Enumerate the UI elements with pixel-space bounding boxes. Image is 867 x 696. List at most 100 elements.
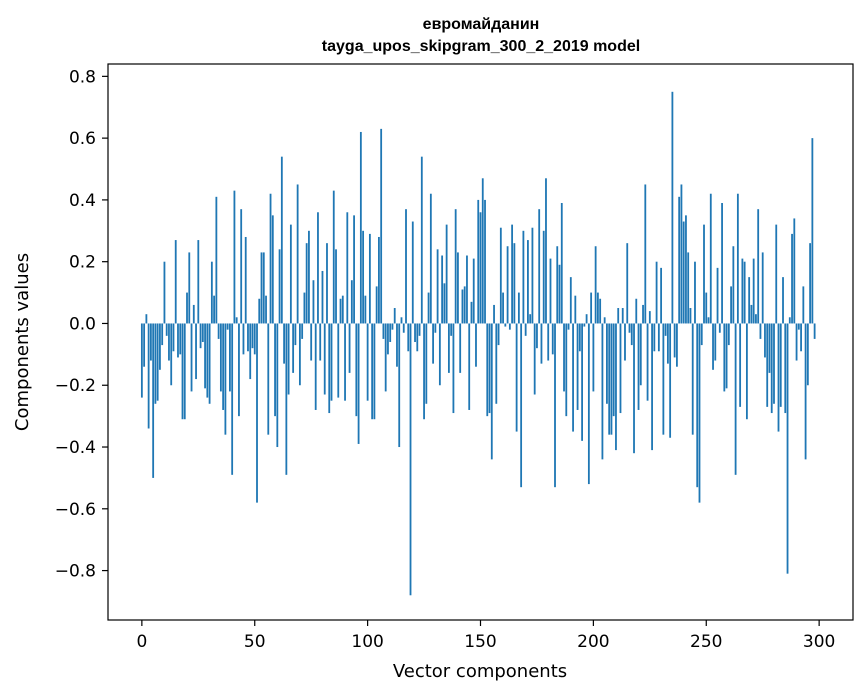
bar (813, 323, 816, 339)
bar (669, 323, 672, 438)
bar (454, 209, 457, 324)
bar (475, 323, 477, 367)
bar (630, 323, 633, 346)
bar (244, 236, 247, 324)
bar (373, 323, 376, 420)
bar (303, 292, 306, 324)
bar (233, 190, 236, 324)
bar (235, 317, 238, 324)
bar (274, 323, 276, 417)
bar (190, 323, 193, 392)
bar (660, 267, 663, 324)
bar (793, 218, 796, 324)
bar (639, 323, 642, 386)
bar (466, 255, 468, 324)
bar (201, 323, 204, 342)
y-tick-label: −0.4 (55, 438, 96, 458)
bar (459, 323, 462, 373)
bar (350, 280, 353, 324)
bar (382, 323, 385, 339)
bar (540, 323, 543, 364)
bar (416, 323, 419, 352)
bar (353, 215, 355, 324)
bar (177, 323, 179, 358)
bar (714, 323, 717, 361)
bar (574, 295, 577, 324)
bar (646, 323, 649, 401)
bar (797, 323, 800, 330)
bar (457, 252, 459, 324)
bar (759, 323, 762, 339)
bar (784, 323, 787, 414)
bar (764, 323, 766, 358)
chart-subtitle: tayga_upos_skipgram_300_2_2019 model (322, 38, 640, 55)
bar (809, 243, 812, 324)
bar (682, 221, 685, 324)
bar (172, 323, 175, 352)
bar (709, 193, 712, 324)
bar (226, 323, 229, 330)
bar (788, 317, 791, 324)
bar (229, 323, 231, 392)
bar (441, 255, 444, 324)
bar (375, 286, 378, 324)
bar (420, 156, 423, 324)
bar (637, 323, 640, 410)
bar (653, 323, 656, 352)
bar (271, 215, 274, 324)
bar (707, 317, 710, 324)
y-tick-label: 0.2 (69, 253, 96, 273)
bar (495, 323, 498, 404)
bar (269, 193, 272, 324)
bar (770, 323, 773, 414)
bar (380, 128, 383, 324)
bar (773, 323, 775, 404)
bar (179, 323, 182, 355)
bar (445, 224, 448, 324)
bar (240, 209, 243, 324)
bar (486, 323, 489, 417)
bar (405, 209, 407, 324)
bar (145, 314, 148, 324)
bar (477, 199, 480, 324)
bar (732, 246, 735, 324)
bar (461, 289, 464, 324)
bar (567, 323, 570, 330)
bar (741, 258, 744, 324)
bar (755, 314, 757, 324)
bar (317, 212, 319, 324)
bar (601, 323, 604, 460)
x-tick-label: 150 (464, 632, 496, 652)
bar (750, 304, 753, 324)
bar (716, 267, 719, 324)
bar (314, 323, 317, 410)
bar (389, 323, 392, 342)
bar (186, 292, 188, 324)
bar (531, 227, 534, 324)
y-tick-label: −0.6 (55, 500, 96, 520)
bar (536, 323, 538, 349)
bar (558, 264, 561, 324)
bar-series (140, 91, 816, 596)
x-tick-label: 100 (351, 632, 383, 652)
bar (260, 252, 263, 324)
bar (610, 323, 613, 435)
plot-frame (107, 63, 854, 621)
bar (644, 184, 647, 324)
bar (705, 292, 708, 324)
bar (648, 311, 651, 324)
bar (739, 323, 742, 407)
bar (301, 323, 304, 339)
bar (696, 323, 699, 488)
bar (159, 323, 161, 370)
bar (626, 243, 629, 324)
bar (276, 323, 279, 448)
bar (745, 323, 748, 420)
bar (757, 209, 760, 324)
bar (694, 261, 696, 324)
bar (596, 292, 599, 324)
bar (554, 323, 556, 488)
bar (698, 323, 701, 503)
bar (721, 203, 723, 324)
